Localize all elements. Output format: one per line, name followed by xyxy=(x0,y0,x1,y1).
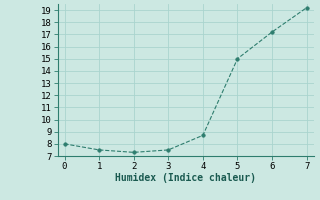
X-axis label: Humidex (Indice chaleur): Humidex (Indice chaleur) xyxy=(115,173,256,183)
